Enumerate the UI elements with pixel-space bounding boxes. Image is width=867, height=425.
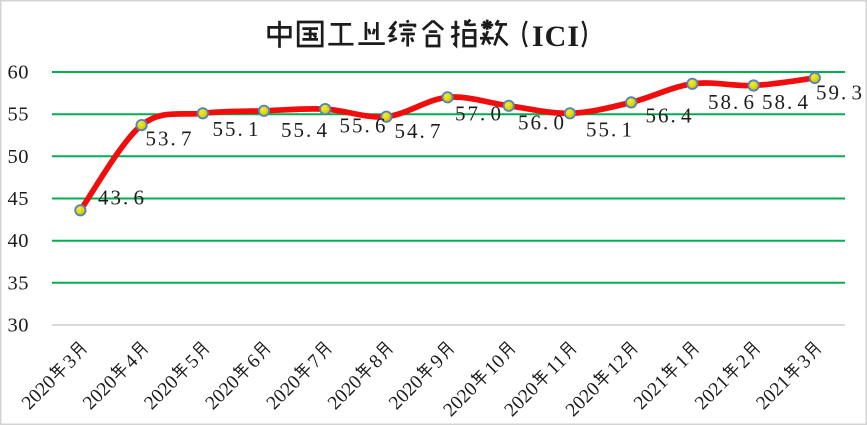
svg-text:40: 40 — [8, 230, 30, 252]
svg-text:50: 50 — [8, 146, 30, 168]
svg-text:43.6: 43. 6 — [98, 186, 146, 210]
svg-text:55.1: 55. 1 — [586, 118, 634, 142]
svg-text:56.4: 56. 4 — [646, 104, 694, 128]
svg-text:59.3: 59. 3 — [816, 81, 864, 105]
svg-text:56.0: 56. 0 — [518, 111, 566, 135]
svg-text:30: 30 — [8, 315, 30, 337]
svg-text:54.7: 54. 7 — [395, 119, 443, 143]
svg-text:60: 60 — [8, 62, 30, 84]
svg-text:58.4: 58. 4 — [762, 90, 810, 114]
svg-text:55: 55 — [8, 104, 30, 126]
svg-text:ICI: ICI — [532, 20, 580, 53]
svg-text:55.4: 55. 4 — [281, 118, 329, 142]
svg-text:57.0: 57. 0 — [455, 102, 503, 126]
svg-text:53.7: 53. 7 — [146, 127, 194, 151]
svg-text:55.1: 55. 1 — [213, 117, 261, 141]
svg-text:35: 35 — [8, 272, 30, 294]
svg-text:58.6: 58. 6 — [708, 90, 756, 114]
svg-text:55.6: 55. 6 — [340, 114, 388, 138]
svg-text:45: 45 — [8, 188, 30, 210]
